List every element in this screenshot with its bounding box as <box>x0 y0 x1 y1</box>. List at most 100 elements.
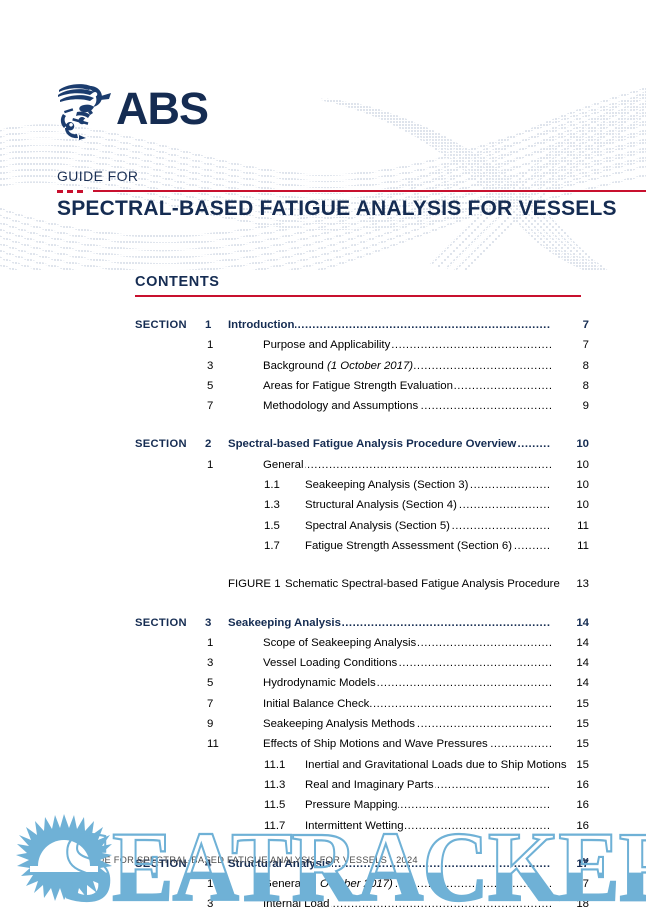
toc-page-number: 15 <box>576 738 589 751</box>
toc-entry-number: 3 <box>207 359 214 372</box>
toc-entry-title: Effects of Ship Motions and Wave Pressur… <box>263 738 489 751</box>
footer-title-text: GUIDE FOR SPECTRAL-BASED FATIGUE ANALYSI… <box>77 855 390 865</box>
toc-entry-number: 11.5 <box>264 799 286 812</box>
toc-entry-row[interactable]: 5.......................................… <box>0 676 646 696</box>
toc-entry-number: 5 <box>207 379 214 392</box>
toc-section-row[interactable]: SECTION 3................................… <box>0 616 646 636</box>
toc-entry-title: Introduction <box>228 319 296 331</box>
toc-entry-number: 2 <box>205 438 212 451</box>
toc-entry-row[interactable]: 1.......................................… <box>0 877 646 897</box>
toc-entry-title: Vessel Loading Conditions <box>263 657 399 670</box>
toc-page-number: 14 <box>576 657 589 670</box>
toc-entry-number: 1.3 <box>264 499 280 512</box>
toc-entry-number: 1 <box>207 878 214 891</box>
toc-spacer <box>0 559 646 577</box>
toc-entry-number: 7 <box>207 697 214 710</box>
guide-for-kicker: GUIDE FOR <box>57 168 139 184</box>
toc-section-label: SECTION <box>135 616 187 629</box>
toc-figure-row[interactable]: FIGURE 1................................… <box>0 577 646 597</box>
toc-entry-row[interactable]: 11......................................… <box>0 737 646 757</box>
toc-page-number: 18 <box>576 898 589 911</box>
toc-entry-row[interactable]: 3.......................................… <box>0 897 646 917</box>
toc-entry-row[interactable]: 7.......................................… <box>0 697 646 717</box>
toc-entry-title: Background (1 October 2017) <box>263 359 415 372</box>
toc-page-number: 8 <box>582 379 589 392</box>
toc-entry-row[interactable]: 1.7.....................................… <box>0 539 646 559</box>
toc-entry-number: 9 <box>207 718 214 731</box>
page-footer: ABS GUIDE FOR SPECTRAL-BASED FATIGUE ANA… <box>0 855 646 877</box>
toc-entry-row[interactable]: 9.......................................… <box>0 717 646 737</box>
toc-leader-dots: ........................................… <box>263 458 551 471</box>
toc-entry-row[interactable]: 11.5....................................… <box>0 798 646 818</box>
toc-entry-title-note: (1 October 2017) <box>306 878 393 891</box>
toc-leader-dots: ........................................… <box>263 898 551 911</box>
toc-entry-number: 1.1 <box>264 479 280 492</box>
toc-entry-row[interactable]: 11.1....................................… <box>0 758 646 778</box>
toc-entry-title: Structural Analysis <box>228 857 333 870</box>
toc-page-number: 11 <box>577 539 589 552</box>
red-horizontal-rule <box>93 190 646 192</box>
toc-page-number: 17 <box>576 857 589 870</box>
toc-section-row[interactable]: SECTION2................................… <box>0 437 646 457</box>
toc-section-label: SECTION <box>135 319 187 331</box>
red-dots-decoration <box>57 190 89 193</box>
toc-entry-number: 1 <box>207 636 214 649</box>
toc-spacer <box>0 419 646 437</box>
toc-entry-row[interactable]: 1.......................................… <box>0 338 646 358</box>
toc-entry-number: 3 <box>205 616 212 629</box>
toc-page-number: 15 <box>576 718 589 731</box>
toc-entry-row[interactable]: 1.3.....................................… <box>0 498 646 518</box>
toc-page-number: 10 <box>576 458 589 471</box>
toc-page-number: 8 <box>582 359 589 372</box>
toc-section-row[interactable]: SECTION 4................................… <box>0 857 646 877</box>
abs-eagle-anchor-emblem-icon <box>57 82 113 145</box>
toc-entry-title: Spectral-based Fatigue Analysis Procedur… <box>228 438 518 451</box>
toc-entry-number: 3 <box>207 898 214 911</box>
toc-entry-number: 1 <box>205 319 212 331</box>
toc-entry-number: 5 <box>207 677 214 690</box>
toc-entry-row[interactable]: 1.......................................… <box>0 458 646 478</box>
toc-page-number: 10 <box>576 499 589 512</box>
toc-entry-number: 4 <box>205 857 212 870</box>
toc-page-number: 7 <box>582 339 589 352</box>
toc-entry-row[interactable]: 1.1.....................................… <box>0 478 646 498</box>
toc-entry-number: 1 <box>207 458 214 471</box>
toc-entry-number: 7 <box>207 400 214 413</box>
toc-page-number: 10 <box>576 479 589 492</box>
toc-entry-row[interactable]: 11.7....................................… <box>0 819 646 839</box>
toc-page-number: 15 <box>576 758 589 771</box>
toc-section-row[interactable]: SECTION 1................................… <box>0 318 646 338</box>
toc-entry-title: Intermittent Wetting <box>305 819 405 832</box>
toc-page-number: 13 <box>576 578 589 591</box>
toc-entry-title: Real and Imaginary Parts <box>305 778 435 791</box>
toc-entry-title: Methodology and Assumptions <box>263 400 420 413</box>
toc-page-number: 14 <box>576 677 589 690</box>
toc-page-number: 16 <box>576 778 589 791</box>
table-of-contents: SECTION 1................................… <box>0 318 646 918</box>
toc-entry-number: 11.7 <box>264 819 286 832</box>
toc-entry-title: Purpose and Applicability <box>263 339 392 352</box>
contents-heading: CONTENTS <box>135 274 220 290</box>
toc-entry-number: FIGURE 1 <box>228 578 281 591</box>
toc-page-number: 17 <box>576 878 589 891</box>
toc-entry-title: General (1 October 2017) <box>263 878 394 891</box>
page-title: SPECTRAL-BASED FATIGUE ANALYSIS FOR VESS… <box>57 197 617 220</box>
toc-entry-row[interactable]: 11.3....................................… <box>0 778 646 798</box>
toc-entry-title: General <box>263 458 305 471</box>
title-rule <box>57 190 646 194</box>
footer-separator-dot: · <box>389 855 394 865</box>
footer-page-number: iv <box>579 855 588 866</box>
toc-section-label: SECTION <box>135 438 187 451</box>
toc-page-number: 14 <box>576 616 589 629</box>
toc-entry-row[interactable]: 1.5.....................................… <box>0 519 646 539</box>
toc-page-number: 16 <box>576 819 589 832</box>
toc-entry-row[interactable]: 5.......................................… <box>0 379 646 399</box>
contents-red-rule <box>135 295 581 297</box>
footer-document-title: ABS GUIDE FOR SPECTRAL-BASED FATIGUE ANA… <box>57 855 418 865</box>
toc-entry-title: Inertial and Gravitational Loads due to … <box>305 758 568 771</box>
toc-entry-row[interactable]: 7.......................................… <box>0 399 646 419</box>
toc-entry-row[interactable]: 3.......................................… <box>0 359 646 379</box>
toc-entry-row[interactable]: 1.......................................… <box>0 636 646 656</box>
toc-entry-title: Seakeeping Analysis <box>228 616 342 629</box>
toc-entry-row[interactable]: 3.......................................… <box>0 656 646 676</box>
